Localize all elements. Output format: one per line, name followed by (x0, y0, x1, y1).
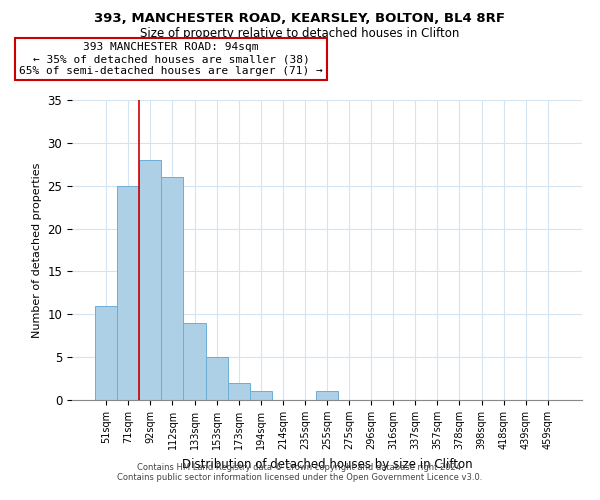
Bar (184, 323, 206, 400)
X-axis label: Distribution of detached houses by size in Clifton: Distribution of detached houses by size … (182, 458, 472, 470)
Bar (227, 383, 250, 400)
Bar (316, 392, 338, 400)
Text: Size of property relative to detached houses in Clifton: Size of property relative to detached ho… (140, 28, 460, 40)
Bar (206, 357, 227, 400)
Bar (117, 186, 139, 400)
Bar (161, 177, 184, 400)
Text: 393, MANCHESTER ROAD, KEARSLEY, BOLTON, BL4 8RF: 393, MANCHESTER ROAD, KEARSLEY, BOLTON, … (95, 12, 505, 26)
Text: Contains HM Land Registry data © Crown copyright and database right 2024.: Contains HM Land Registry data © Crown c… (137, 462, 463, 471)
Y-axis label: Number of detached properties: Number of detached properties (32, 162, 42, 338)
Text: 393 MANCHESTER ROAD: 94sqm
← 35% of detached houses are smaller (38)
65% of semi: 393 MANCHESTER ROAD: 94sqm ← 35% of deta… (19, 42, 323, 76)
Text: Contains public sector information licensed under the Open Government Licence v3: Contains public sector information licen… (118, 472, 482, 482)
Bar (139, 160, 161, 400)
Bar (95, 306, 117, 400)
Bar (250, 392, 272, 400)
